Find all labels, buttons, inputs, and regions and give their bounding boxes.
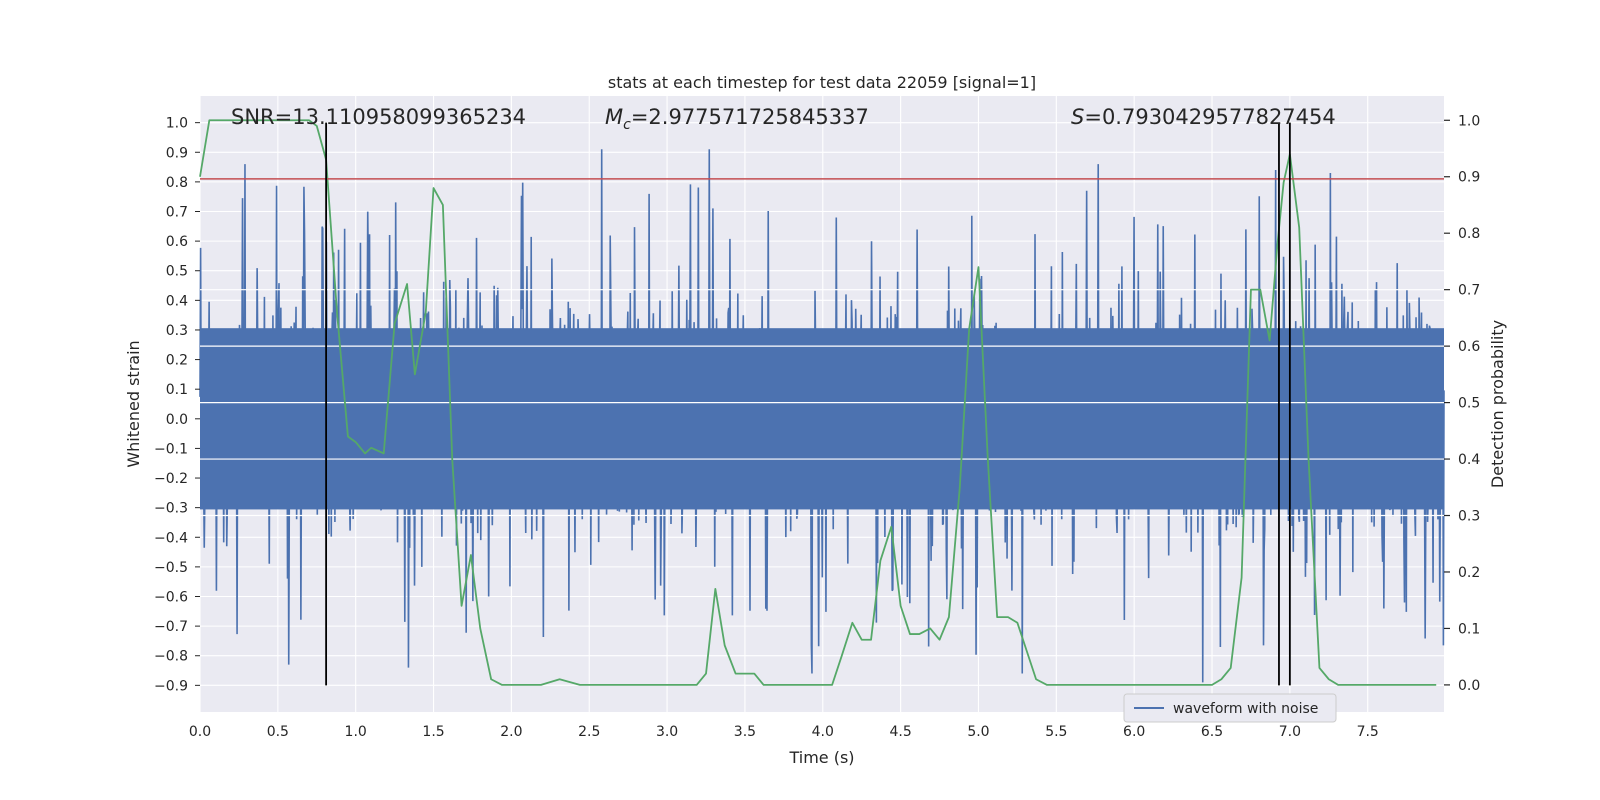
y-tick-label: 0.9 <box>166 145 188 161</box>
chirp-mass-symbol: M <box>605 105 623 129</box>
probability-line <box>199 119 1437 686</box>
x-tick-label: 4.0 <box>812 724 834 740</box>
chirp-mass-subscript: c <box>623 117 631 133</box>
x-tick-label: 0.0 <box>189 724 211 740</box>
y2-tick-label: 0.4 <box>1458 452 1480 468</box>
x-tick-label: 1.5 <box>422 724 444 740</box>
y-tick-label: −0.6 <box>154 590 188 606</box>
legend-label: waveform with noise <box>1173 701 1318 717</box>
y-tick-label: 0.1 <box>166 382 188 398</box>
y2-tick-label: 0.1 <box>1458 621 1480 637</box>
y2-tick-label: 0.6 <box>1458 339 1480 355</box>
y2-tick-label: 1.0 <box>1458 113 1480 129</box>
x-tick-label: 1.0 <box>345 724 367 740</box>
y2-tick-label: 0.0 <box>1458 678 1480 694</box>
y-tick-label: −0.7 <box>154 619 188 635</box>
y-tick-label: 0.6 <box>166 234 188 250</box>
chirp-mass-value: =2.977571725845337 <box>631 105 869 129</box>
s-annotation: S=0.7930429577827454 <box>1071 105 1336 129</box>
chart-title: stats at each timestep for test data 220… <box>608 73 1036 92</box>
s-value: =0.7930429577827454 <box>1084 105 1335 129</box>
y-tick-label: 0.2 <box>166 353 188 369</box>
y-tick-label: −0.3 <box>154 501 188 517</box>
x-tick-label: 4.5 <box>889 724 911 740</box>
y-axis-right: 0.0 0.1 0.2 0.3 0.4 0.5 0.6 0.7 0.8 0.9 1.0 <box>1444 113 1480 694</box>
x-tick-label: 7.5 <box>1357 724 1379 740</box>
x-tick-label: 6.5 <box>1201 724 1223 740</box>
y2-tick-label: 0.7 <box>1458 283 1480 299</box>
y-tick-label: −0.1 <box>154 441 188 457</box>
x-tick-label: 0.5 <box>267 724 289 740</box>
y2-tick-label: 0.5 <box>1458 396 1480 412</box>
x-tick-label: 3.5 <box>734 724 756 740</box>
waveform-series <box>199 149 1445 683</box>
y2-tick-label: 0.3 <box>1458 509 1480 525</box>
y-tick-label: 0.5 <box>166 264 188 280</box>
waveform-core-band <box>200 328 1444 510</box>
x-tick-label: 5.5 <box>1045 724 1067 740</box>
y2-tick-label: 0.9 <box>1458 170 1480 186</box>
y-tick-label: 0.3 <box>166 323 188 339</box>
overlays <box>200 122 1444 686</box>
legend-box <box>1123 693 1337 723</box>
x-tick-label: 2.5 <box>578 724 600 740</box>
x-axis-label: Time (s) <box>788 748 854 767</box>
snr-annotation: SNR=13.110958099365234 <box>231 105 526 129</box>
s-symbol: S <box>1071 105 1084 129</box>
x-tick-label: 6.0 <box>1123 724 1145 740</box>
y-tick-label: −0.4 <box>154 530 188 546</box>
y-tick-label: −0.5 <box>154 560 188 576</box>
y2-axis-label: Detection probability <box>1488 320 1507 488</box>
y-tick-label: 0.8 <box>166 175 188 191</box>
y-tick-label: −0.2 <box>154 471 188 487</box>
chirp-mass-annotation: Mc=2.977571725845337 <box>605 105 869 133</box>
y-axis-left: −0.9 −0.8 −0.7 −0.6 −0.5 −0.4 −0.3 −0.2 −0.1 0.0 0… <box>154 116 200 694</box>
x-tick-label: 5.0 <box>967 724 989 740</box>
x-tick-label: 7.0 <box>1279 724 1301 740</box>
x-tick-label: 2.0 <box>500 724 522 740</box>
y-tick-label: −0.9 <box>154 678 188 694</box>
y-axis-label: Whitened strain <box>124 340 143 467</box>
y2-tick-label: 0.2 <box>1458 565 1480 581</box>
probability-series <box>199 119 1437 686</box>
y-tick-label: 1.0 <box>166 116 188 132</box>
x-axis: 0.0 0.5 1.0 1.5 2.0 2.5 3.0 3.5 4.0 4.5 5.0 5.5 6.0 6… <box>189 724 1379 740</box>
x-tick-label: 3.0 <box>656 724 678 740</box>
y-tick-label: 0.7 <box>166 205 188 221</box>
legend: waveform with noise <box>1123 693 1337 723</box>
y2-tick-label: 0.8 <box>1458 226 1480 242</box>
y-tick-label: 0.0 <box>166 412 188 428</box>
y-tick-label: −0.8 <box>154 649 188 665</box>
y-tick-label: 0.4 <box>166 293 188 309</box>
